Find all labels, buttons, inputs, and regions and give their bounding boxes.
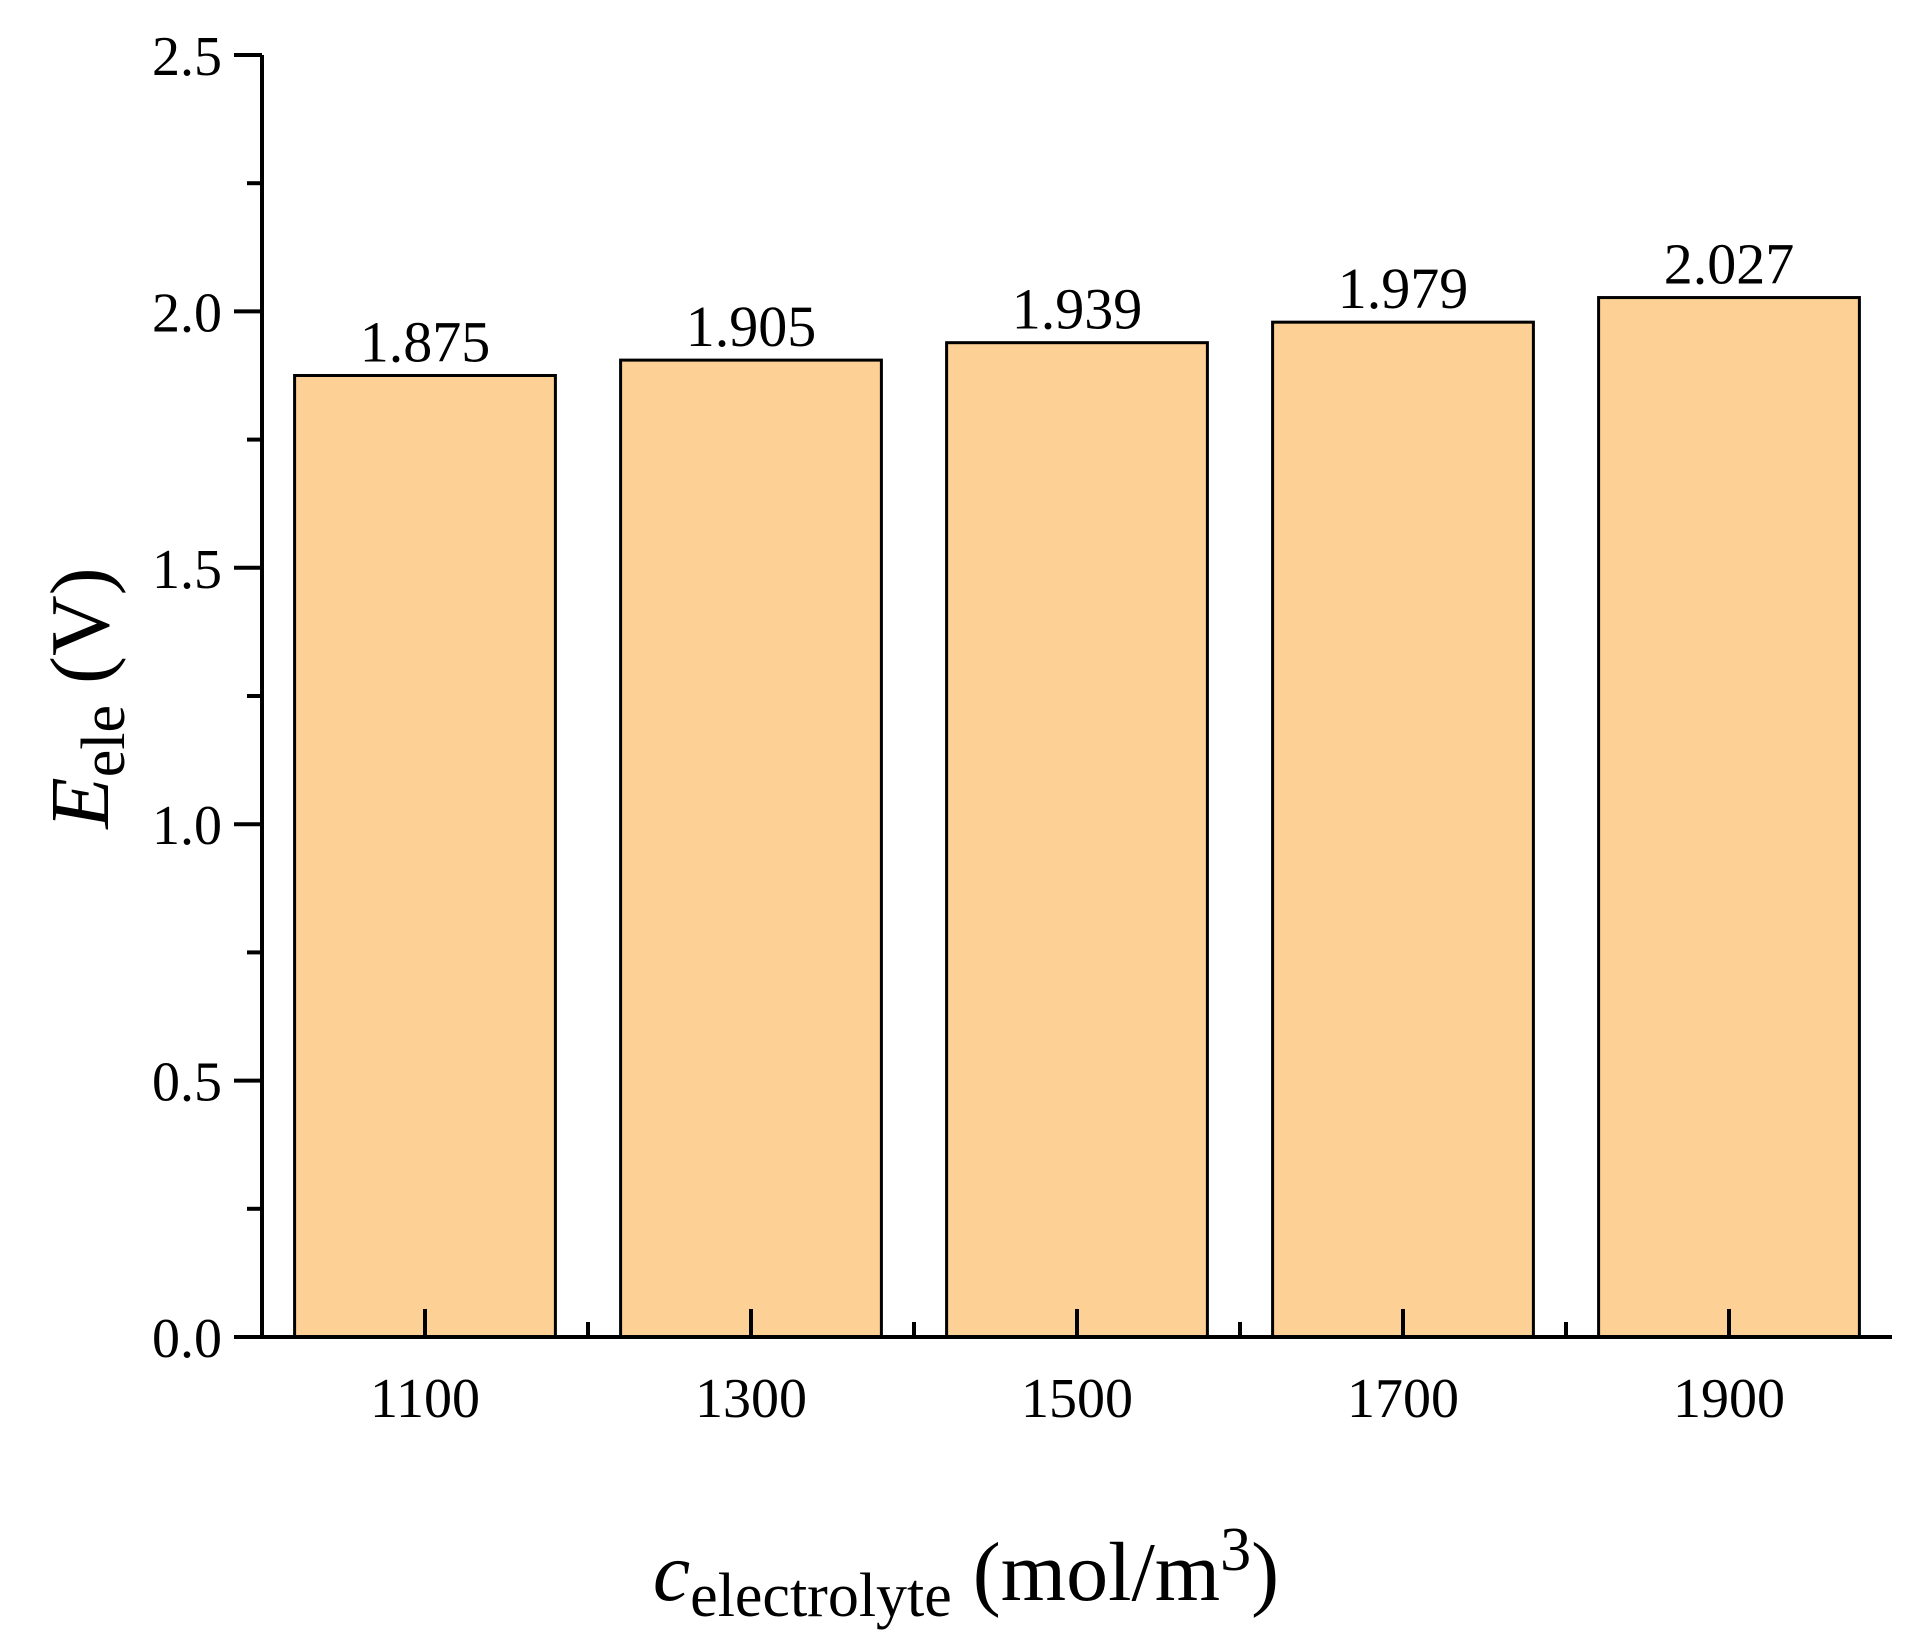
data-label-1500: 1.939 [1012,277,1143,342]
x-axis-title-unit: (mol/m [952,1526,1220,1619]
x-tick-label-1900: 1900 [1673,1368,1785,1430]
bar-1500 [945,341,1209,1339]
x-axis-title-close: ) [1251,1526,1279,1619]
x-axis-title-sub: electrolyte [690,1562,952,1630]
bar-1100 [293,374,557,1339]
x-tick-label-1300: 1300 [695,1368,807,1430]
bars-group [293,296,1861,1339]
x-ticks-group: 1100 1300 1500 1700 1900 [370,1309,1785,1430]
y-tick-label-2.0: 2.0 [152,282,222,344]
data-label-1700: 1.979 [1338,256,1469,321]
y-axis-title-sub: ele [70,705,138,777]
x-tick-label-1700: 1700 [1347,1368,1459,1430]
data-label-1300: 1.905 [686,294,817,359]
y-ticks-group: 0.0 0.5 1.0 1.5 2.0 2.5 [152,26,262,1370]
x-axis-title-main: c [653,1526,690,1619]
data-label-1900: 2.027 [1664,232,1795,297]
y-tick-label-0.5: 0.5 [152,1052,222,1114]
y-tick-label-0.0: 0.0 [152,1308,222,1370]
y-axis-title-main: E [34,777,127,829]
y-tick-label-1.5: 1.5 [152,539,222,601]
data-label-1100: 1.875 [360,310,491,375]
x-tick-label-1500: 1500 [1021,1368,1133,1430]
y-axis-title-unit: (V) [34,567,127,705]
y-axis-title: Eele (V) [34,567,138,829]
bar-1300 [619,358,883,1339]
x-tick-label-1100: 1100 [370,1368,480,1430]
y-tick-label-2.5: 2.5 [152,26,222,88]
x-axis-title: celectrolyte (mol/m3) [653,1516,1279,1630]
y-tick-label-1.0: 1.0 [152,795,222,857]
data-labels-group: 1.875 1.905 1.939 1.979 2.027 [360,232,1795,375]
x-axis-title-sup: 3 [1220,1516,1251,1584]
bar-1700 [1271,320,1535,1339]
bar-1900 [1597,296,1861,1339]
